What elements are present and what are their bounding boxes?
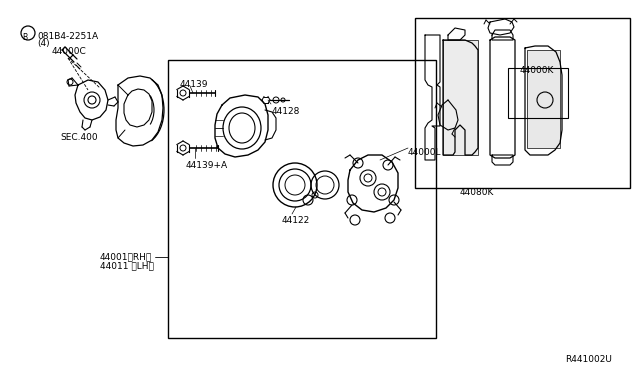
Text: (4): (4) <box>37 39 50 48</box>
Bar <box>527 50 560 148</box>
Bar <box>168 60 436 338</box>
Text: 44000C: 44000C <box>52 47 87 56</box>
Text: 44000K: 44000K <box>520 66 554 75</box>
Bar <box>508 68 568 118</box>
Text: 44000L: 44000L <box>408 148 442 157</box>
Text: 44122: 44122 <box>282 216 310 225</box>
Text: 081B4-2251A: 081B4-2251A <box>37 32 98 41</box>
Text: 44001〈RH〉: 44001〈RH〉 <box>100 252 152 261</box>
Bar <box>415 18 630 188</box>
Text: B: B <box>22 32 28 42</box>
Bar <box>443 40 478 155</box>
Text: SEC.400: SEC.400 <box>60 133 98 142</box>
Text: 44139+A: 44139+A <box>186 161 228 170</box>
Text: 44128: 44128 <box>272 107 300 116</box>
Text: 44011 〈LH〉: 44011 〈LH〉 <box>100 261 154 270</box>
Bar <box>527 50 560 148</box>
Bar <box>443 40 478 155</box>
Text: R441002U: R441002U <box>565 355 612 364</box>
Text: 44139: 44139 <box>180 80 209 89</box>
Text: 44080K: 44080K <box>460 188 494 197</box>
